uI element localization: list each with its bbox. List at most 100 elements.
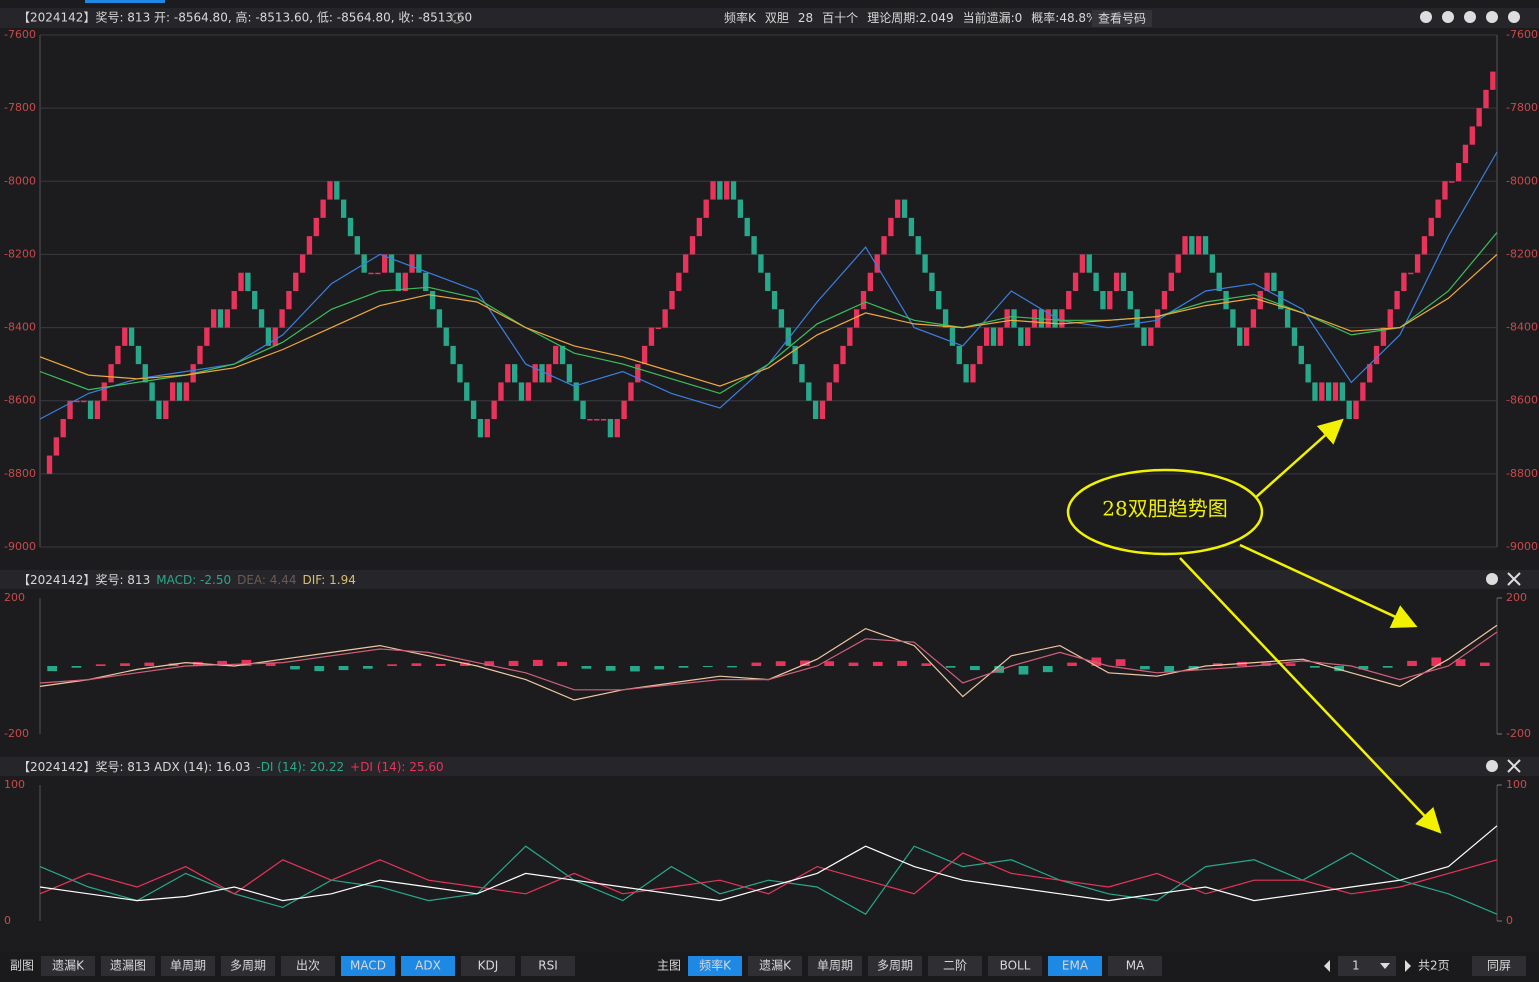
renko-brick <box>477 419 484 438</box>
renko-brick <box>730 181 737 200</box>
renko-brick <box>402 272 408 291</box>
view-button[interactable] <box>1092 10 1152 27</box>
renko-brick <box>128 327 135 346</box>
renko-brick <box>286 291 292 310</box>
renko-brick <box>1230 309 1236 328</box>
toolbar-button[interactable] <box>1048 956 1102 976</box>
next-page[interactable] <box>1405 960 1411 972</box>
toolbar-button-label[interactable]: MA <box>1126 959 1145 973</box>
toolbar-button[interactable] <box>341 956 395 976</box>
toolbar-button-label[interactable]: KDJ <box>478 959 499 973</box>
toolbar-button[interactable] <box>101 956 155 976</box>
macd-bar <box>508 660 519 666</box>
page-number[interactable]: 1 <box>1352 959 1360 973</box>
macd-bar <box>241 659 252 666</box>
renko-brick <box>149 382 155 401</box>
toolbar-button-label[interactable]: 遗漏K <box>759 959 792 973</box>
renko-brick <box>505 364 511 383</box>
prev-page[interactable] <box>1324 960 1330 972</box>
toolbar-button-label[interactable]: 出次 <box>296 959 320 973</box>
toolbar-button-label[interactable]: BOLL <box>1000 959 1031 973</box>
renko-brick <box>1018 327 1024 346</box>
icon[interactable] <box>1486 760 1498 772</box>
icon[interactable] <box>1420 11 1432 23</box>
icon[interactable] <box>1464 11 1476 23</box>
toolbar-button[interactable] <box>221 956 275 976</box>
toolbar-button[interactable] <box>41 956 95 976</box>
close-icon[interactable] <box>1507 572 1521 773</box>
renko-brick <box>272 327 278 346</box>
toolbar-button[interactable] <box>461 956 515 976</box>
renko-brick <box>895 199 901 218</box>
renko-brick <box>956 345 962 365</box>
renko-brick <box>1462 144 1469 163</box>
renko-brick <box>854 309 860 328</box>
toolbar-button-label[interactable]: RSI <box>538 959 558 973</box>
same-screen-button[interactable] <box>1472 956 1526 976</box>
help-icon[interactable] <box>451 12 463 24</box>
renko-brick <box>1373 345 1380 365</box>
toolbar-button[interactable] <box>688 956 742 976</box>
renko-brick <box>176 382 183 401</box>
macd-header-text: 【2024142】奖号: 813 MACD: -2.50 DEA: 4.44 DIF:… <box>18 573 356 587</box>
toolbar-button[interactable] <box>521 956 575 976</box>
toolbar-button-label[interactable]: ADX <box>415 959 441 973</box>
toolbar-button[interactable] <box>281 956 335 976</box>
renko-brick <box>1237 327 1243 346</box>
toolbar-button[interactable] <box>748 956 802 976</box>
toolbar-button-label[interactable]: 多周期 <box>230 959 266 973</box>
renko-brick <box>1079 254 1086 273</box>
macd-bar <box>945 666 956 668</box>
toolbar-button[interactable] <box>928 956 982 976</box>
icon[interactable] <box>1486 11 1498 23</box>
renko-brick <box>142 364 148 383</box>
icon[interactable] <box>1486 573 1498 585</box>
macd-bar <box>1067 662 1077 666</box>
renko-brick <box>1059 309 1065 328</box>
renko-brick <box>1189 236 1195 255</box>
renko-brick <box>368 272 374 275</box>
renko-brick <box>375 272 381 275</box>
toolbar-button[interactable] <box>1108 956 1162 976</box>
icon[interactable] <box>1442 11 1454 23</box>
renko-brick <box>1449 181 1455 183</box>
same-screen-label[interactable]: 同屏 <box>1487 959 1511 973</box>
dropdown[interactable] <box>1380 963 1390 969</box>
toolbar-button-label[interactable]: EMA <box>1062 959 1089 973</box>
toolbar-button-label[interactable]: 二阶 <box>943 959 967 973</box>
renko-brick <box>1442 181 1448 200</box>
renko-brick <box>1093 272 1099 291</box>
toolbar-button-label[interactable]: MACD <box>350 959 386 973</box>
toolbar-button-label[interactable]: 遗漏K <box>52 959 85 973</box>
y-tick-label-right: -7600 <box>1506 28 1538 41</box>
renko-brick <box>1264 272 1270 291</box>
toolbar-button-label[interactable]: 单周期 <box>817 959 853 973</box>
renko-brick <box>566 364 573 383</box>
toolbar-button-label[interactable]: 多周期 <box>877 959 913 973</box>
page-select[interactable] <box>1338 956 1396 976</box>
toolbar-button-label[interactable]: 遗漏图 <box>110 959 146 973</box>
view-button-label[interactable]: 查看号码 <box>1098 12 1146 26</box>
renko-brick <box>983 327 990 346</box>
icon[interactable] <box>1508 11 1520 23</box>
toolbar-button[interactable] <box>161 956 215 976</box>
plots: -9000 -9000 -8800 -8800 -8600 -8600 -8400 -8400… <box>4 28 1538 927</box>
renko-brick <box>211 309 217 328</box>
macd-bar <box>120 663 130 666</box>
toolbar-button[interactable] <box>401 956 455 976</box>
renko-brick <box>915 236 921 255</box>
renko-brick <box>491 400 497 419</box>
toolbar-button-label[interactable]: 单周期 <box>170 959 206 973</box>
macd-bar <box>1018 666 1029 675</box>
macd-bar <box>1285 663 1296 666</box>
y-tick-label: -8400 <box>4 321 36 334</box>
renko-brick <box>648 327 655 346</box>
toolbar-button-label[interactable]: 频率K <box>699 958 732 973</box>
macd-bar <box>1164 666 1175 673</box>
toolbar-button[interactable] <box>808 956 862 976</box>
toolbar-button[interactable] <box>988 956 1042 976</box>
macd-bar <box>314 666 325 672</box>
renko-brick <box>388 254 395 273</box>
toolbar-button[interactable] <box>868 956 922 976</box>
